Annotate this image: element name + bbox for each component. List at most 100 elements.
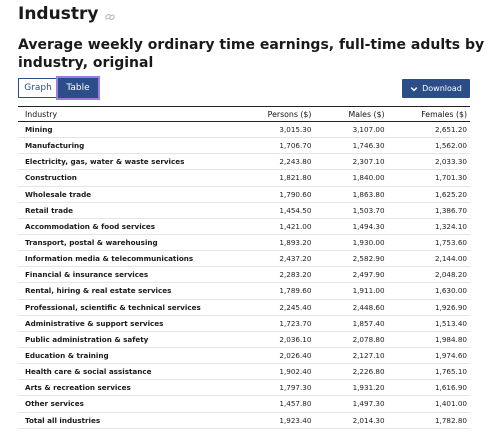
cell-females: 1,765.10 (387, 363, 470, 381)
cell-females: 1,616.90 (387, 379, 470, 397)
cell-females: 1,513.40 (387, 315, 470, 332)
cell-females: 1,753.60 (387, 234, 470, 252)
header-persons[interactable]: Persons ($) (243, 106, 315, 122)
cell-industry: Mining (18, 121, 244, 139)
page-title: Industry (18, 4, 99, 24)
cell-males: 3,107.00 (314, 121, 388, 139)
cell-industry: Financial & insurance services (18, 266, 244, 284)
cell-males: 1,863.80 (314, 186, 388, 203)
cell-persons: 1,723.70 (243, 315, 315, 332)
chevron-down-icon (410, 85, 418, 93)
cell-males: 1,930.00 (314, 234, 388, 252)
cell-persons: 3,015.30 (243, 121, 315, 139)
cell-males: 1,503.70 (314, 202, 388, 219)
cell-females: 1,630.00 (387, 282, 470, 300)
table-row: Retail trade 1,454.50 1,503.70 1,386.70 (18, 202, 470, 219)
cell-persons: 1,902.40 (243, 363, 315, 381)
cell-persons: 1,893.20 (243, 234, 315, 252)
cell-industry: Education & training (18, 347, 244, 365)
cell-persons: 2,437.20 (243, 250, 315, 268)
table-row: Financial & insurance services 2,283.20 2,… (18, 266, 470, 284)
table-row: Administrative & support services 1,723.7… (18, 315, 470, 332)
cell-industry: Information media & telecommunications (18, 250, 244, 268)
cell-industry: Accommodation & food services (18, 218, 244, 235)
cell-persons: 1,454.50 (243, 202, 315, 219)
table-row: Health care & social assistance 1,902.40 2… (18, 363, 470, 381)
cell-males: 1,931.20 (314, 379, 388, 397)
cell-males: 2,448.60 (314, 299, 388, 316)
cell-males: 1,840.00 (314, 169, 388, 187)
tab-table[interactable]: Table (56, 76, 100, 100)
cell-males: 2,078.80 (314, 331, 388, 348)
cell-females: 1,926.90 (387, 299, 470, 316)
cell-persons: 1,789.60 (243, 282, 315, 300)
cell-males: 1,911.00 (314, 282, 388, 300)
earnings-table: Industry Persons ($) Males ($) Females (… (18, 106, 470, 429)
table-row: Other services 1,457.80 1,497.30 1,401.00 (18, 395, 470, 413)
cell-females: 1,701.30 (387, 169, 470, 187)
cell-females: 1,974.60 (387, 347, 470, 365)
table-row: Mining 3,015.30 3,107.00 2,651.20 (18, 121, 470, 139)
header-females[interactable]: Females ($) (387, 106, 470, 122)
cell-industry: Electricity, gas, water & waste services (18, 153, 244, 171)
table-row: Rental, hiring & real estate services 1,7… (18, 282, 470, 300)
table-row: Manufacturing 1,706.70 1,746.30 1,562.00 (18, 137, 470, 155)
cell-industry: Rental, hiring & real estate services (18, 282, 244, 300)
cell-females: 1,782.80 (387, 412, 470, 429)
cell-persons: 1,421.00 (243, 218, 315, 235)
cell-persons: 1,706.70 (243, 137, 315, 155)
header-males[interactable]: Males ($) (314, 106, 388, 122)
table-row: Arts & recreation services 1,797.30 1,931.… (18, 379, 470, 397)
cell-industry: Health care & social assistance (18, 363, 244, 381)
tab-graph[interactable]: Graph (18, 78, 58, 98)
cell-persons: 2,026.40 (243, 347, 315, 365)
cell-females: 2,048.20 (387, 266, 470, 284)
cell-industry: Retail trade (18, 202, 244, 219)
cell-females: 2,144.00 (387, 250, 470, 268)
cell-industry: Other services (18, 395, 244, 413)
table-row: Total all industries 1,923.40 2,014.30 1,78… (18, 412, 470, 429)
cell-females: 1,401.00 (387, 395, 470, 413)
table-header-row: Industry Persons ($) Males ($) Females (… (18, 106, 470, 122)
download-button[interactable]: Download (402, 79, 470, 98)
cell-males: 2,226.80 (314, 363, 388, 381)
cell-industry: Arts & recreation services (18, 379, 244, 397)
cell-industry: Construction (18, 169, 244, 187)
table-row: Public administration & safety 2,036.10 2,… (18, 331, 470, 348)
cell-females: 1,984.80 (387, 331, 470, 348)
cell-industry: Administrative & support services (18, 315, 244, 332)
cell-persons: 2,283.20 (243, 266, 315, 284)
cell-males: 2,014.30 (314, 412, 388, 429)
cell-persons: 1,923.40 (243, 412, 315, 429)
cell-males: 1,746.30 (314, 137, 388, 155)
link-icon[interactable] (104, 8, 116, 21)
table-row: Education & training 2,026.40 2,127.10 1,97… (18, 347, 470, 365)
table-row: Wholesale trade 1,790.60 1,863.80 1,625.20 (18, 186, 470, 203)
cell-persons: 1,797.30 (243, 379, 315, 397)
cell-males: 1,857.40 (314, 315, 388, 332)
table-row: Professional, scientific & technical ser… (18, 299, 470, 316)
page-title-wrap: Industry (18, 4, 116, 24)
chart-subtitle: Average weekly ordinary time earnings, f… (18, 37, 485, 71)
cell-females: 1,324.10 (387, 218, 470, 235)
cell-males: 2,497.90 (314, 266, 388, 284)
cell-industry: Total all industries (18, 412, 244, 429)
cell-persons: 1,821.80 (243, 169, 315, 187)
view-toggle: Graph Table (18, 76, 100, 100)
table-body: Mining 3,015.30 3,107.00 2,651.20 Manufactur… (18, 121, 470, 429)
table-row: Transport, postal & warehousing 1,893.20 1… (18, 234, 470, 252)
cell-persons: 2,036.10 (243, 331, 315, 348)
table-row: Electricity, gas, water & waste services… (18, 153, 470, 171)
table-row: Construction 1,821.80 1,840.00 1,701.30 (18, 169, 470, 187)
cell-females: 1,386.70 (387, 202, 470, 219)
cell-females: 2,651.20 (387, 121, 470, 139)
cell-industry: Transport, postal & warehousing (18, 234, 244, 252)
cell-persons: 2,243.80 (243, 153, 315, 171)
cell-persons: 1,457.80 (243, 395, 315, 413)
cell-industry: Wholesale trade (18, 186, 244, 203)
cell-industry: Public administration & safety (18, 331, 244, 348)
download-label: Download (422, 84, 462, 93)
cell-males: 1,497.30 (314, 395, 388, 413)
header-industry[interactable]: Industry (18, 106, 244, 122)
cell-males: 2,127.10 (314, 347, 388, 365)
